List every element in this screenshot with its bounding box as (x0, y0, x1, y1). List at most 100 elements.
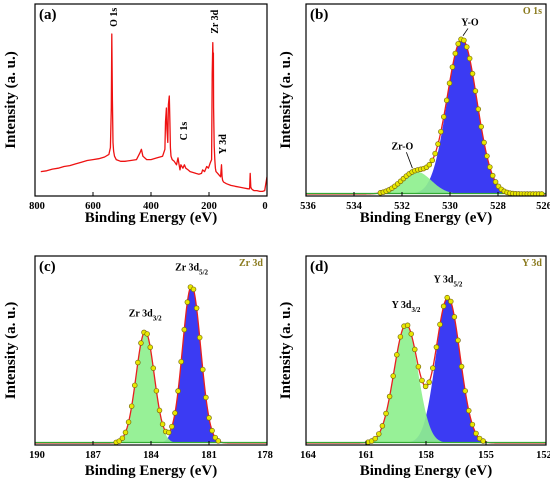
measured-point (475, 106, 482, 112)
measured-point (472, 88, 479, 94)
measured-point (426, 161, 433, 168)
measured-point (446, 80, 453, 86)
measured-point (125, 419, 132, 425)
x-tick-label: 534 (346, 201, 363, 212)
measured-point (430, 365, 436, 371)
measured-point (175, 388, 181, 394)
measured-point (390, 373, 396, 379)
panel-a: 800 600 400 200 0 Binding Energy (eV) Intensit… (3, 3, 268, 226)
x-axis-label: Binding Energy (eV) (85, 210, 218, 226)
measured-point (432, 150, 438, 157)
peak-annotation: Y 3d5/2 (434, 274, 463, 288)
measured-point (128, 403, 135, 409)
measured-point (215, 438, 222, 444)
measured-point (484, 153, 490, 159)
measured-point (379, 423, 386, 429)
measured-point (437, 321, 443, 328)
peak-annotation: Y-O (461, 17, 479, 28)
measured-point (383, 410, 389, 417)
panel-label: (b) (310, 7, 328, 23)
x-tick-label: 158 (418, 450, 434, 461)
measured-point (492, 179, 499, 185)
panel-label: (d) (310, 259, 328, 275)
peak-annotation: Y 3d (218, 134, 229, 154)
fit-peak-secondary (306, 171, 546, 194)
fit-peak-secondary (306, 324, 546, 443)
measured-point (452, 50, 459, 57)
x-tick-label: 536 (300, 201, 316, 212)
measured-point (144, 331, 150, 337)
fit-envelope-line (306, 38, 546, 195)
measured-point (415, 363, 422, 370)
measured-point (438, 128, 444, 135)
measured-point (203, 394, 209, 401)
measured-point (404, 322, 411, 328)
measured-point (138, 340, 144, 346)
peak-annotation: C 1s (179, 122, 190, 141)
measured-point (469, 421, 476, 428)
x-tick-label: 800 (29, 201, 45, 212)
fit-peak-secondary (35, 331, 267, 443)
measured-point (181, 326, 188, 333)
measured-point (150, 365, 157, 371)
measured-point (147, 344, 153, 351)
annotation-arrow (406, 152, 413, 169)
measured-point (372, 435, 378, 442)
measured-point (386, 393, 393, 400)
measured-point (435, 141, 441, 147)
peak-label-main: Zr 3d (129, 308, 153, 319)
measured-point (473, 430, 479, 437)
measured-point (538, 191, 545, 196)
x-tick-label: 184 (143, 450, 160, 461)
y-axis-label: Intensity (a. u.) (278, 302, 294, 400)
peak-label-subscript: 5/2 (453, 280, 462, 288)
measured-point (169, 423, 175, 430)
panel-corner-label: Zr 3d (239, 258, 263, 269)
x-tick-label: 164 (300, 450, 317, 461)
x-tick-label: 200 (201, 201, 217, 212)
measured-point (119, 435, 126, 441)
peak-annotation: Zr 3d5/2 (175, 263, 208, 277)
plot-frame (305, 3, 547, 197)
panel-corner-label: O 1s (523, 6, 542, 17)
measured-point (480, 438, 486, 444)
x-tick-label: 400 (143, 201, 159, 212)
measured-point (422, 383, 429, 390)
measured-point (135, 359, 141, 366)
panel-label: (c) (39, 259, 56, 275)
measured-point (212, 434, 218, 441)
measured-point (159, 421, 166, 427)
measured-point (462, 388, 468, 394)
x-axis-label: Binding Energy (eV) (85, 463, 218, 479)
measured-point (172, 410, 178, 416)
measured-point (190, 286, 197, 293)
measured-point (376, 431, 382, 437)
peak-annotation: O 1s (109, 8, 120, 27)
plot-area (306, 294, 546, 445)
measured-point (451, 314, 458, 320)
x-axis-label: Binding Energy (eV) (360, 463, 493, 479)
panel-d: 164 161 158 155 152 Binding Energy (eV) Intens… (278, 255, 550, 479)
measured-point (426, 379, 432, 385)
measured-point (489, 172, 496, 179)
x-tick-label: 152 (536, 450, 550, 461)
measured-point (478, 123, 484, 130)
measured-point (458, 363, 465, 370)
measured-point (449, 64, 456, 70)
measured-point (209, 427, 215, 434)
panel-label: (a) (39, 7, 57, 23)
measured-point (476, 435, 483, 442)
measured-point (156, 407, 163, 414)
y-axis-label: Intensity (a. u.) (3, 302, 19, 400)
peak-annotation: Zr-O (391, 141, 413, 152)
measured-point (441, 114, 447, 120)
x-axis-label: Binding Energy (eV) (360, 210, 493, 226)
peak-label-main: Zr 3d (175, 263, 199, 274)
measured-point (206, 415, 212, 421)
measured-point (455, 41, 461, 47)
measured-point (193, 305, 200, 311)
x-tick-label: 0 (262, 201, 267, 212)
measured-point (487, 164, 493, 170)
peak-annotation: Zr 3d3/2 (129, 308, 162, 322)
